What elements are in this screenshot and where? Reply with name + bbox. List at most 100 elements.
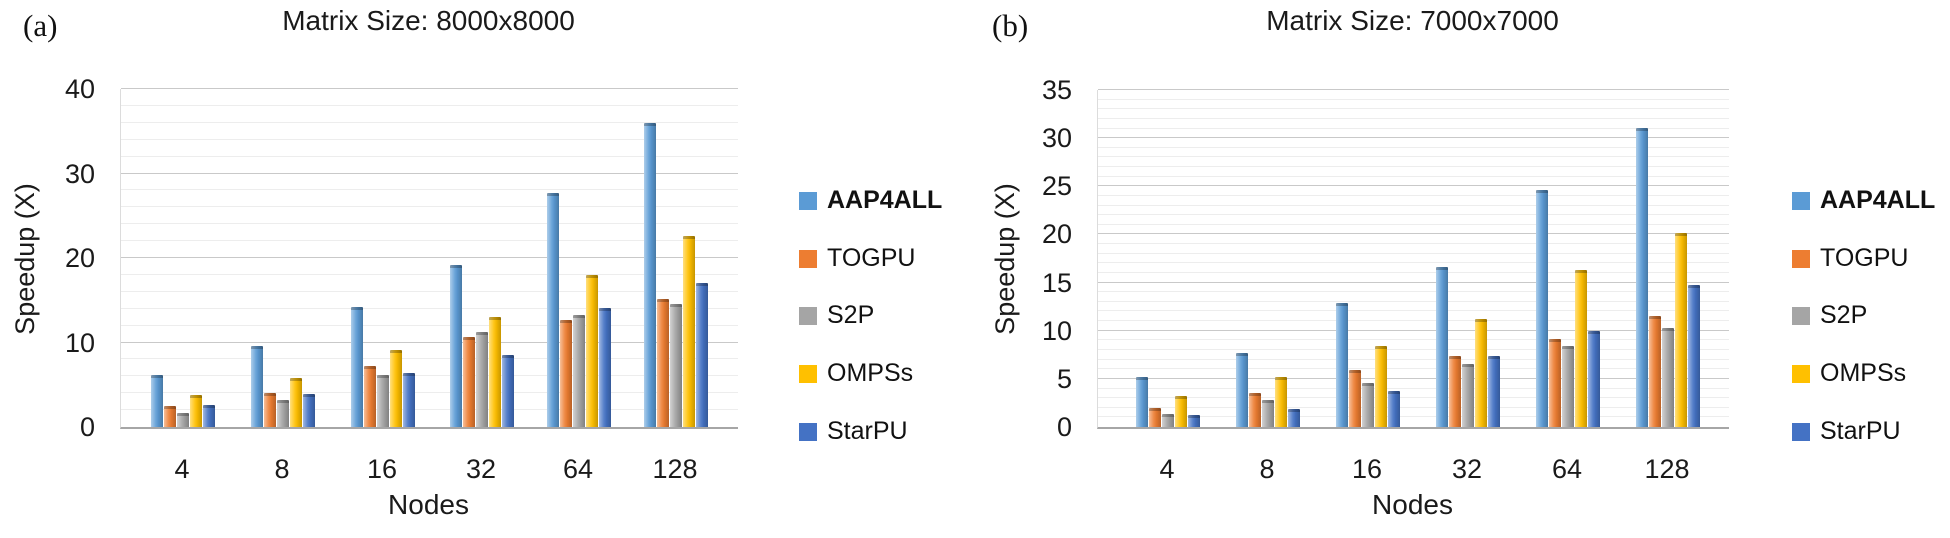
major-gridline [121, 172, 738, 174]
x-tick-label-b-8: 8 [1259, 454, 1275, 484]
minor-gridline [121, 375, 738, 377]
bar-TOGPU-64 [560, 319, 572, 427]
bar-S2P-8 [1262, 400, 1274, 427]
minor-gridline [1098, 98, 1729, 100]
minor-gridline [1098, 291, 1729, 293]
bar-AAP4ALL-4 [151, 375, 163, 427]
minor-gridline [1098, 310, 1729, 312]
bar-OMPSs-4 [190, 394, 202, 427]
y-tick-label-b-20: 20 [1041, 219, 1072, 250]
minor-gridline [1098, 262, 1729, 264]
minor-gridline [121, 206, 738, 208]
x-tick-label-a-4: 4 [174, 454, 190, 484]
bar-TOGPU-128 [1649, 316, 1661, 427]
bar-StarPU-32 [502, 355, 514, 427]
bar-OMPSs-128 [683, 236, 695, 427]
bar-AAP4ALL-64 [1536, 190, 1548, 427]
legend-swatch-S2P [799, 306, 817, 325]
bar-S2P-16 [1362, 382, 1374, 427]
minor-gridline [121, 273, 738, 275]
bar-group-32 [1436, 267, 1500, 427]
bar-OMPSs-64 [1575, 270, 1587, 427]
panel-label-a: (a) [23, 8, 58, 43]
bar-TOGPU-64 [1549, 339, 1561, 427]
minor-gridline [1098, 368, 1729, 370]
legend-swatch-AAP4ALL [1792, 191, 1810, 210]
bar-OMPSs-32 [489, 317, 501, 427]
bar-TOGPU-32 [1449, 355, 1461, 427]
minor-gridline [1098, 397, 1729, 399]
legend-label-OMPSs: OMPSs [827, 359, 914, 387]
y-tick-label-a-40: 40 [64, 74, 95, 104]
bar-S2P-32 [1462, 364, 1474, 427]
bar-group-32 [450, 264, 514, 427]
legend-item-TOGPU: TOGPU [799, 244, 915, 273]
minor-gridline [121, 121, 738, 123]
bar-TOGPU-16 [1349, 370, 1361, 427]
x-tick-label-b-32: 32 [1451, 454, 1483, 484]
bar-S2P-64 [573, 315, 585, 427]
legend-label-S2P: S2P [1820, 301, 1868, 329]
bar-StarPU-64 [1588, 330, 1600, 427]
major-gridline [1098, 185, 1729, 187]
legend-swatch-TOGPU [799, 249, 817, 268]
minor-gridline [1098, 406, 1729, 408]
bar-StarPU-32 [1488, 355, 1500, 427]
bar-StarPU-128 [696, 283, 708, 427]
y-tick-label-a-30: 30 [64, 158, 95, 189]
bar-group-16 [351, 307, 415, 427]
chart-title-a: Matrix Size: 8000x8000 [282, 5, 575, 36]
major-gridline [1098, 329, 1729, 331]
bar-TOGPU-128 [657, 298, 669, 427]
bar-OMPSs-128 [1675, 232, 1687, 427]
bar-AAP4ALL-8 [1236, 352, 1248, 427]
minor-gridline [121, 104, 738, 106]
minor-gridline [121, 155, 738, 157]
bar-TOGPU-8 [1249, 393, 1261, 427]
bar-group-4 [151, 375, 215, 427]
major-gridline [121, 257, 738, 258]
legend-label-StarPU: StarPU [827, 417, 908, 445]
bar-StarPU-128 [1688, 285, 1700, 427]
major-gridline [1098, 281, 1729, 283]
legend-swatch-StarPU [799, 422, 817, 441]
minor-gridline [121, 189, 738, 191]
legend-item-OMPSs: OMPSs [799, 359, 913, 388]
bar-group-4 [1136, 376, 1200, 427]
chart-title-b: Matrix Size: 7000x7000 [1266, 5, 1559, 36]
legend-label-StarPU: StarPU [1820, 417, 1901, 445]
x-tick-label-b-128: 128 [1644, 454, 1690, 484]
minor-gridline [121, 223, 738, 225]
major-gridline [1098, 233, 1729, 235]
y-tick-label-b-15: 15 [1041, 267, 1072, 298]
legend-item-StarPU: StarPU [1792, 417, 1901, 446]
minor-gridline [1098, 252, 1729, 254]
minor-gridline [121, 307, 738, 309]
plot-area-a [120, 88, 738, 429]
bar-TOGPU-16 [364, 366, 376, 427]
legend-item-AAP4ALL: AAP4ALL [799, 186, 942, 215]
legend-swatch-OMPSs [799, 364, 817, 383]
minor-gridline [1098, 223, 1729, 225]
legend-label-TOGPU: TOGPU [827, 244, 916, 272]
y-tick-label-a-10: 10 [64, 327, 95, 358]
bar-S2P-4 [1162, 413, 1174, 427]
minor-gridline [1098, 194, 1729, 196]
bar-StarPU-4 [1188, 415, 1200, 427]
legend-label-TOGPU: TOGPU [1820, 244, 1909, 272]
minor-gridline [1098, 358, 1729, 360]
bar-AAP4ALL-16 [351, 307, 363, 427]
legend-item-AAP4ALL: AAP4ALL [1792, 186, 1935, 215]
bar-StarPU-16 [1388, 391, 1400, 427]
minor-gridline [1098, 108, 1729, 110]
legend-label-AAP4ALL: AAP4ALL [1820, 186, 1936, 214]
bar-OMPSs-64 [586, 274, 598, 427]
minor-gridline [1098, 166, 1729, 168]
bar-OMPSs-32 [1475, 319, 1487, 427]
minor-gridline [1098, 175, 1729, 177]
x-tick-label-b-16: 16 [1351, 454, 1383, 484]
legend-label-OMPSs: OMPSs [1820, 359, 1907, 387]
minor-gridline [121, 392, 738, 394]
legend-item-TOGPU: TOGPU [1792, 244, 1908, 273]
minor-gridline [1098, 243, 1729, 245]
